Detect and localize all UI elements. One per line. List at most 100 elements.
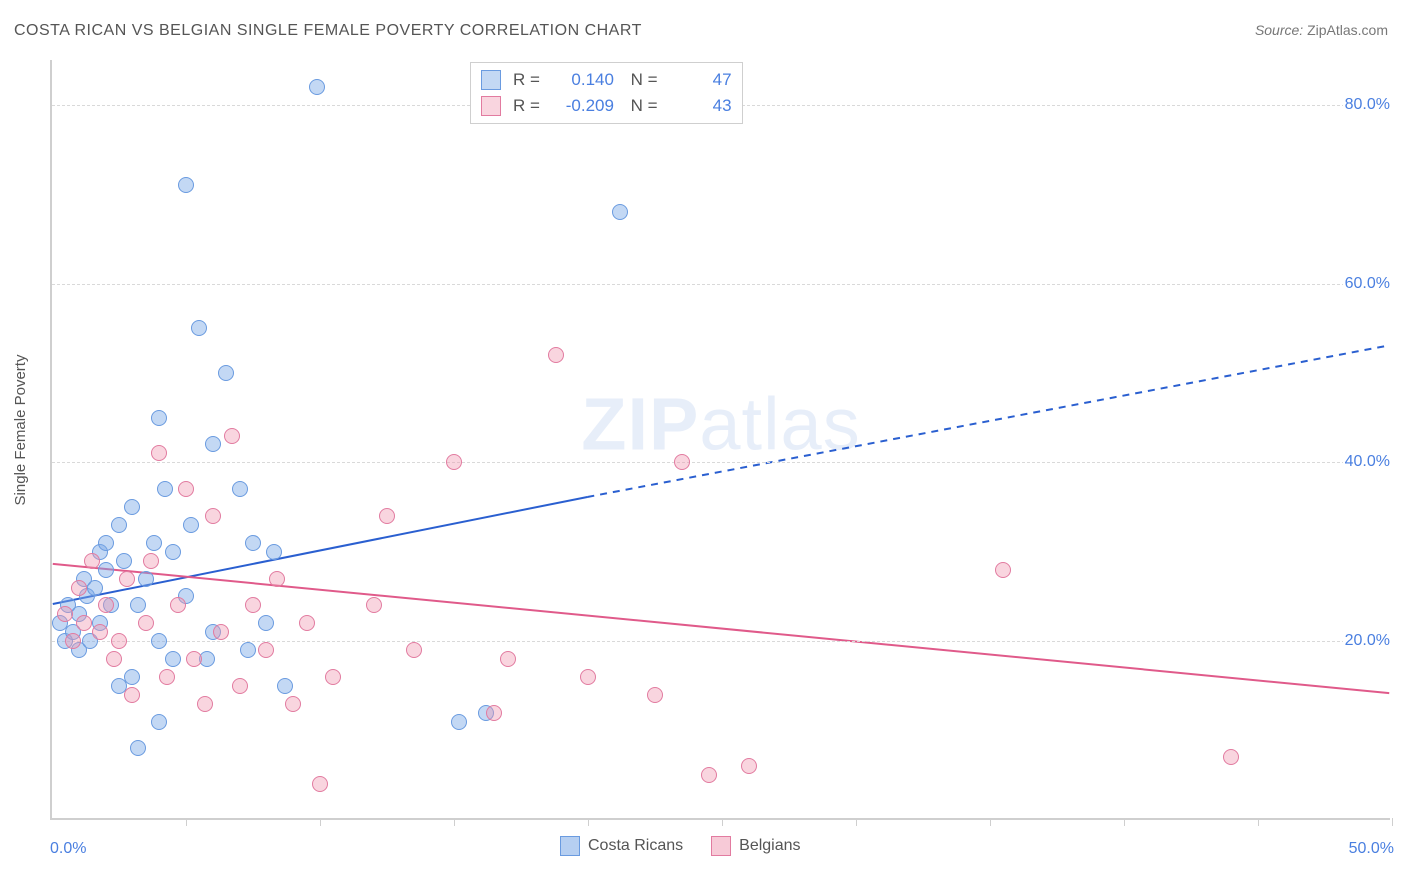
scatter-point xyxy=(124,499,140,515)
scatter-point xyxy=(146,535,162,551)
scatter-point xyxy=(741,758,757,774)
n-label: N = xyxy=(626,67,658,93)
r-label: R = xyxy=(513,67,540,93)
scatter-point xyxy=(138,615,154,631)
swatch-costa-ricans xyxy=(481,70,501,90)
gridline xyxy=(52,284,1390,285)
y-tick-label: 80.0% xyxy=(1343,96,1392,114)
y-tick-label: 60.0% xyxy=(1343,275,1392,293)
scatter-point xyxy=(157,481,173,497)
x-tick xyxy=(1392,818,1393,826)
watermark: ZIPatlas xyxy=(581,381,860,466)
scatter-point xyxy=(178,177,194,193)
scatter-point xyxy=(165,544,181,560)
x-tick xyxy=(1124,818,1125,826)
x-tick xyxy=(454,818,455,826)
scatter-point xyxy=(406,642,422,658)
scatter-point xyxy=(98,597,114,613)
scatter-point xyxy=(224,428,240,444)
y-tick-label: 40.0% xyxy=(1343,453,1392,471)
scatter-point xyxy=(580,669,596,685)
x-tick xyxy=(856,818,857,826)
scatter-point xyxy=(995,562,1011,578)
scatter-point xyxy=(366,597,382,613)
series-legend: Costa RicansBelgians xyxy=(560,836,801,856)
scatter-point xyxy=(245,535,261,551)
scatter-point xyxy=(111,633,127,649)
scatter-point xyxy=(647,687,663,703)
scatter-point xyxy=(98,562,114,578)
scatter-point xyxy=(165,651,181,667)
scatter-point xyxy=(92,624,108,640)
scatter-point xyxy=(65,633,81,649)
scatter-point xyxy=(84,553,100,569)
scatter-point xyxy=(258,642,274,658)
scatter-point xyxy=(111,517,127,533)
source-label: Source: xyxy=(1255,22,1307,38)
legend-item: Belgians xyxy=(711,836,800,856)
scatter-point xyxy=(119,571,135,587)
scatter-point xyxy=(232,678,248,694)
scatter-point xyxy=(87,580,103,596)
scatter-point xyxy=(218,365,234,381)
scatter-point xyxy=(191,320,207,336)
scatter-point xyxy=(612,204,628,220)
chart-container: COSTA RICAN VS BELGIAN SINGLE FEMALE POV… xyxy=(0,0,1406,892)
scatter-point xyxy=(124,669,140,685)
watermark-rest: atlas xyxy=(699,382,860,465)
x-axis-max-label: 50.0% xyxy=(1349,840,1394,858)
gridline xyxy=(52,641,1390,642)
scatter-point xyxy=(232,481,248,497)
y-tick-label: 20.0% xyxy=(1343,632,1392,650)
legend-label: Belgians xyxy=(739,837,800,855)
scatter-point xyxy=(76,615,92,631)
scatter-point xyxy=(1223,749,1239,765)
scatter-point xyxy=(151,633,167,649)
legend-row-costa-ricans: R = 0.140 N = 47 xyxy=(481,67,732,93)
scatter-point xyxy=(674,454,690,470)
scatter-point xyxy=(116,553,132,569)
scatter-point xyxy=(266,544,282,560)
scatter-point xyxy=(130,740,146,756)
scatter-point xyxy=(269,571,285,587)
scatter-point xyxy=(299,615,315,631)
x-axis-min-label: 0.0% xyxy=(50,840,86,858)
scatter-point xyxy=(500,651,516,667)
scatter-point xyxy=(205,436,221,452)
scatter-point xyxy=(285,696,301,712)
watermark-bold: ZIP xyxy=(581,382,699,465)
trend-lines xyxy=(52,60,1390,818)
scatter-point xyxy=(701,767,717,783)
legend-row-belgians: R = -0.209 N = 43 xyxy=(481,93,732,119)
legend-swatch xyxy=(560,836,580,856)
scatter-point xyxy=(138,571,154,587)
y-axis-title: Single Female Poverty xyxy=(12,355,29,506)
scatter-point xyxy=(240,642,256,658)
r-label: R = xyxy=(513,93,540,119)
swatch-belgians xyxy=(481,96,501,116)
legend-swatch xyxy=(711,836,731,856)
scatter-point xyxy=(143,553,159,569)
scatter-point xyxy=(277,678,293,694)
x-tick xyxy=(1258,818,1259,826)
scatter-point xyxy=(106,651,122,667)
correlation-legend: R = 0.140 N = 47 R = -0.209 N = 43 xyxy=(470,62,743,124)
chart-title: COSTA RICAN VS BELGIAN SINGLE FEMALE POV… xyxy=(14,22,642,40)
scatter-point xyxy=(446,454,462,470)
scatter-point xyxy=(548,347,564,363)
r-value-costa-ricans: 0.140 xyxy=(552,67,614,93)
scatter-point xyxy=(170,597,186,613)
scatter-point xyxy=(178,481,194,497)
n-value-costa-ricans: 47 xyxy=(670,67,732,93)
scatter-point xyxy=(486,705,502,721)
source-value: ZipAtlas.com xyxy=(1307,22,1388,38)
scatter-point xyxy=(124,687,140,703)
r-value-belgians: -0.209 xyxy=(552,93,614,119)
scatter-point xyxy=(98,535,114,551)
x-tick xyxy=(722,818,723,826)
scatter-point xyxy=(213,624,229,640)
scatter-point xyxy=(71,580,87,596)
x-tick xyxy=(990,818,991,826)
scatter-plot: ZIPatlas 20.0% 40.0% 60.0% 80.0% xyxy=(50,60,1390,820)
scatter-point xyxy=(309,79,325,95)
